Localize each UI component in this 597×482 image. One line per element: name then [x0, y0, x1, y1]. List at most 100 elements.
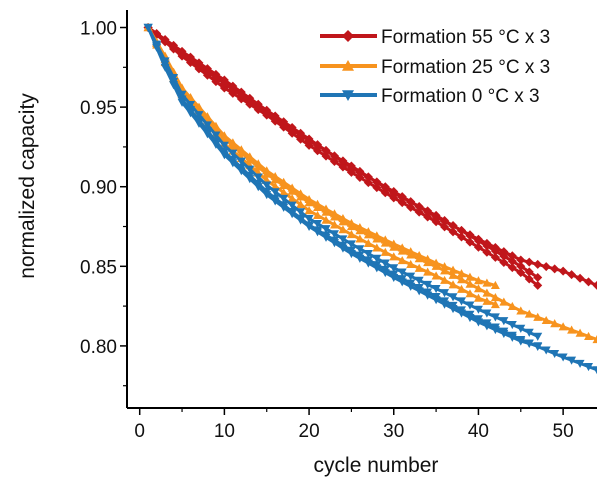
data-point	[499, 317, 509, 326]
data-point	[465, 289, 475, 298]
data-point	[567, 356, 577, 365]
data-point	[533, 332, 543, 341]
data-point	[380, 183, 390, 193]
data-point	[397, 268, 407, 277]
data-point	[211, 131, 221, 140]
data-point	[169, 43, 179, 53]
data-point	[558, 322, 568, 331]
data-point	[423, 267, 433, 276]
data-point	[490, 280, 500, 290]
data-point	[473, 276, 483, 285]
data-point	[363, 178, 373, 188]
data-point	[473, 284, 483, 293]
data-point	[313, 210, 323, 219]
x-axis-title: cycle number	[314, 454, 439, 477]
data-point	[473, 305, 483, 314]
y-axis-title: normalized capacity	[16, 93, 39, 279]
data-point	[296, 200, 306, 209]
data-point	[499, 329, 509, 338]
data-point	[329, 157, 339, 167]
data-point	[296, 216, 306, 225]
data-point	[372, 177, 382, 187]
data-point	[592, 280, 597, 290]
data-point	[202, 130, 212, 139]
data-point	[507, 251, 517, 261]
data-point	[160, 36, 170, 46]
data-point	[465, 301, 475, 310]
data-point	[211, 140, 221, 149]
data-point	[338, 162, 348, 172]
data-point	[448, 305, 458, 314]
x-tick-label: 40	[468, 421, 489, 442]
data-point	[236, 145, 246, 154]
data-point	[219, 151, 229, 160]
data-point	[270, 188, 280, 197]
data-point	[279, 203, 289, 212]
data-point	[457, 297, 467, 306]
data-point	[228, 159, 238, 168]
data-point	[482, 278, 492, 287]
data-point	[524, 257, 534, 267]
data-point	[533, 259, 543, 269]
data-point	[584, 331, 594, 340]
data-point	[219, 131, 229, 140]
data-point	[499, 251, 509, 261]
data-point	[338, 225, 348, 234]
data-point	[448, 227, 458, 237]
data-point	[380, 235, 390, 244]
legend-label: Formation 0 °C x 3	[381, 86, 540, 107]
data-point	[550, 349, 560, 359]
data-point	[372, 231, 382, 240]
data-point	[541, 346, 551, 355]
data-point	[592, 366, 597, 375]
data-point	[211, 73, 221, 83]
data-point	[431, 210, 441, 220]
data-point	[338, 235, 348, 244]
data-point	[431, 296, 441, 305]
data-point	[219, 141, 229, 150]
data-point	[177, 50, 187, 60]
data-point	[482, 241, 492, 251]
data-point	[329, 230, 339, 239]
data-point	[287, 183, 297, 192]
data-point	[236, 90, 246, 100]
data-point	[550, 319, 560, 328]
data-point	[270, 197, 280, 206]
data-point	[321, 225, 331, 234]
data-point	[516, 255, 526, 265]
data-point	[346, 240, 356, 249]
data-point	[245, 175, 255, 184]
data-point	[550, 264, 560, 274]
data-point	[389, 239, 399, 248]
data-point	[524, 309, 534, 318]
data-point	[262, 191, 272, 200]
y-tick-label: 1.00	[80, 19, 117, 40]
x-tick-label: 0	[134, 421, 145, 442]
data-point	[482, 288, 492, 297]
data-point	[363, 227, 373, 236]
data-point	[389, 188, 399, 198]
data-point	[321, 233, 331, 242]
data-point	[304, 136, 314, 146]
data-point	[533, 312, 543, 321]
data-point	[490, 326, 500, 335]
data-point	[440, 262, 450, 271]
data-point	[431, 217, 441, 227]
data-point	[270, 181, 280, 190]
data-point	[355, 234, 365, 243]
data-point	[499, 297, 509, 306]
data-point	[457, 269, 467, 278]
data-point	[202, 112, 212, 121]
data-point	[211, 121, 221, 130]
data-point	[228, 138, 238, 147]
legend-label: Formation 55 °C x 3	[381, 27, 550, 48]
data-point	[490, 246, 500, 256]
data-point	[423, 280, 433, 289]
data-point	[329, 239, 339, 248]
data-point	[440, 266, 450, 275]
series-2	[143, 23, 597, 375]
data-point	[372, 264, 382, 273]
data-point	[304, 214, 314, 224]
data-point	[575, 273, 585, 283]
